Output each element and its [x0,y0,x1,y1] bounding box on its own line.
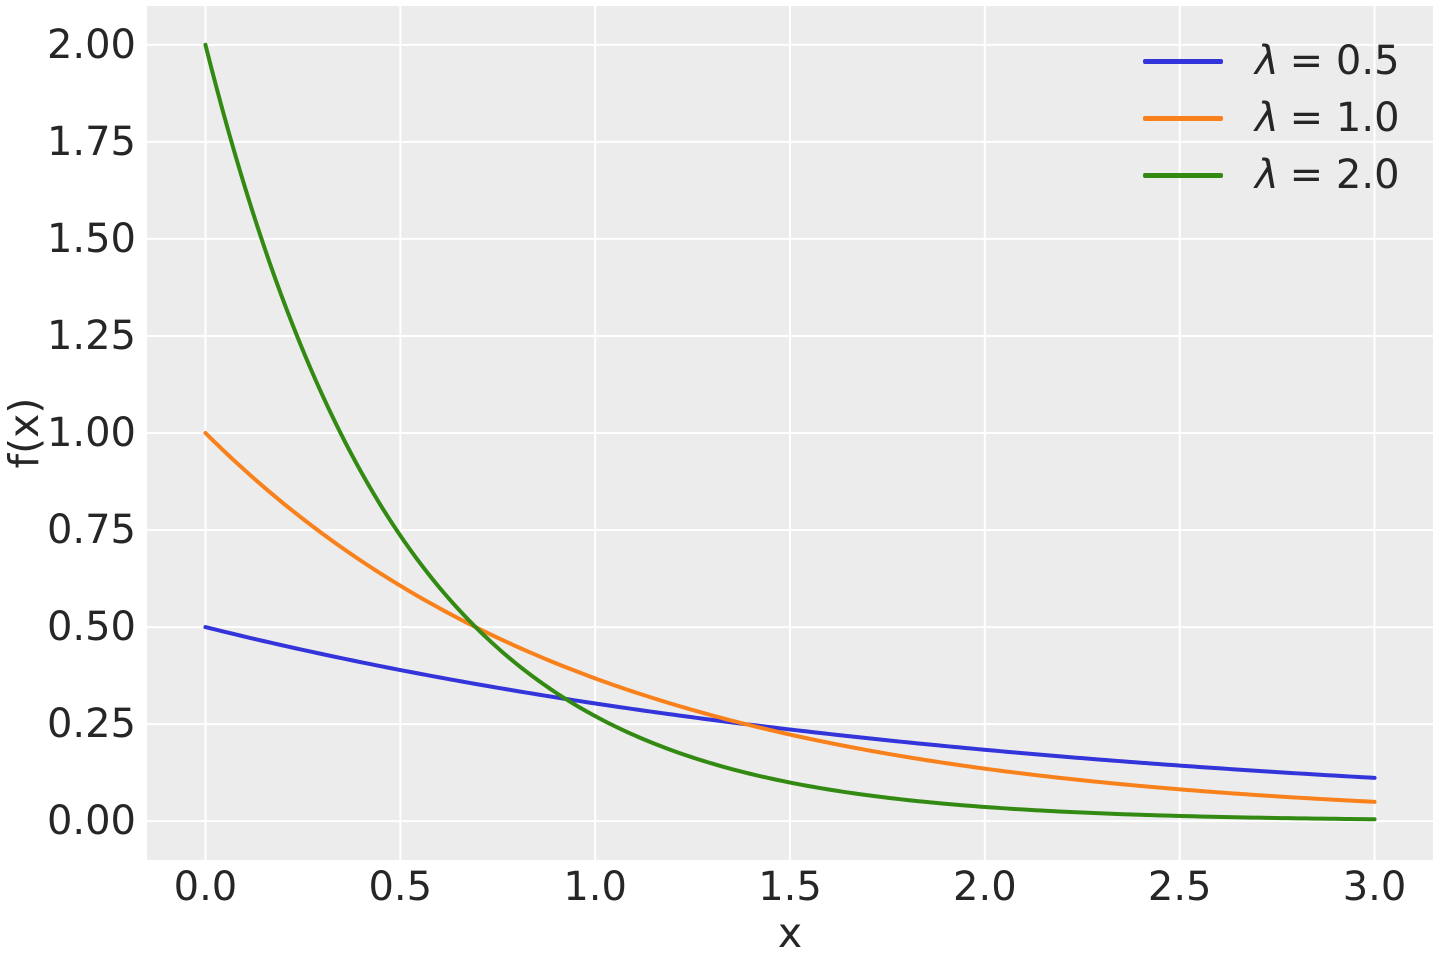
legend-value-text: = 0.5 [1289,38,1400,84]
curve-lambda-2 [203,42,1377,822]
y-tick-label-1.75: 1.75 [46,118,136,165]
x-axis-label: x [777,909,803,957]
legend-item-lambda-1-0: λ = 1.0 [1143,90,1400,146]
legend-line-swatch-orange [1143,115,1223,121]
legend-label: λ = 1.0 [1255,95,1400,141]
x-tick-label-1.0: 1.0 [563,864,627,910]
x-tick-label-1.5: 1.5 [758,864,822,910]
y-tick-label-0.25: 0.25 [46,701,136,748]
lambda-symbol: λ [1255,38,1279,84]
y-tick-label-0.75: 0.75 [46,507,136,554]
legend-value-text: = 2.0 [1289,152,1400,198]
x-tick-label-0.0: 0.0 [173,864,238,910]
x-tick-label-2.5: 2.5 [1147,864,1212,910]
y-tick-label-1.50: 1.50 [46,215,136,262]
curve-lambda-1 [203,431,1377,804]
y-tick-label-1.25: 1.25 [46,312,136,359]
y-tick-label-2.00: 2.00 [46,21,136,68]
y-tick-label-1.00: 1.00 [46,410,136,456]
curve-lambda-0-5 [203,625,1377,780]
legend-value-text: = 1.0 [1289,95,1400,141]
legend-line-swatch-green [1143,172,1223,178]
y-tick-label-0.00: 0.00 [46,798,136,845]
y-tick-label-0.50: 0.50 [46,604,136,651]
legend-item-lambda-2-0: λ = 2.0 [1143,147,1400,203]
legend: λ = 0.5 λ = 1.0 λ = 2.0 [1143,33,1400,204]
legend-label: λ = 2.0 [1255,152,1400,198]
lambda-symbol: λ [1255,95,1279,141]
legend-line-swatch-blue [1143,58,1223,64]
legend-item-lambda-0-5: λ = 0.5 [1143,33,1400,89]
lambda-symbol: λ [1255,152,1279,198]
x-tick-label-3.0: 3.0 [1342,864,1407,910]
y-axis-label: f(x) [0,397,48,469]
x-tick-label-2.0: 2.0 [953,864,1017,910]
x-tick-label-0.5: 0.5 [368,864,433,910]
legend-label: λ = 0.5 [1255,38,1400,84]
